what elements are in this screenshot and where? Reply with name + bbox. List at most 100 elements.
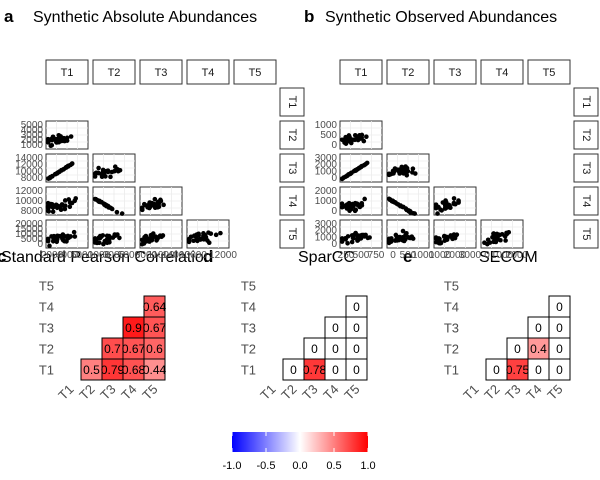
heat-y-label-T1: T1 (39, 363, 54, 378)
y-tick-label: 12000 (15, 160, 43, 171)
heat-x-label-T4: T4 (320, 382, 341, 403)
strip-top-label-T3: T3 (449, 67, 462, 79)
scatter-point (437, 240, 443, 246)
scatter-point (397, 234, 403, 240)
legend-ticks: -1.0 -0.5 0.0 0.5 1.0 (223, 432, 376, 472)
scatter-point (348, 171, 353, 176)
strip-right-label-T5: T5 (286, 228, 298, 241)
scatter-point (141, 241, 147, 246)
scatter-point (142, 201, 147, 207)
y-tick-label: 0 (331, 239, 337, 250)
y-tick-label: 5000 (21, 120, 44, 131)
scatter-matrix-observed: T1 T2 T3 T4 T5T1T2T3T4T510005000300020001000… (315, 59, 599, 261)
heat-x-label-T1: T1 (460, 382, 481, 403)
y-tick-label: 1000 (315, 166, 338, 177)
y-tick-label: 3000 (315, 153, 338, 164)
scatter-point (155, 200, 160, 205)
x-tick-label: 5000 (118, 250, 141, 261)
scatter-panel-T4-vs-T2 (386, 186, 430, 216)
scatter-point (349, 239, 355, 245)
scatter-point (110, 235, 116, 240)
strip-right-T4 (573, 186, 599, 216)
scatter-point (411, 210, 416, 216)
strip-right-label-T3: T3 (286, 162, 298, 175)
scatter-point (348, 204, 353, 210)
heat-x-label-T5: T5 (544, 382, 565, 403)
scatter-point (442, 203, 448, 208)
strip-right-T3 (279, 153, 305, 183)
scatter-point (386, 238, 392, 244)
heat-x-label-T1: T1 (55, 382, 76, 403)
scatter-point (59, 202, 65, 207)
heat-cell-label: 0 (514, 342, 521, 356)
scatter-point (364, 160, 370, 166)
x-tick-label: 10000 (179, 250, 207, 261)
panel-tag-b: b (304, 7, 314, 26)
strip-top-label-T1: T1 (355, 67, 368, 79)
scatter-point (97, 199, 103, 205)
heat-cell-T4-T1: 0 (527, 358, 550, 381)
heat-x-label-T4: T4 (523, 382, 544, 403)
scatter-point (394, 201, 399, 206)
heat-cell-T5-T4: 0 (345, 295, 368, 318)
heat-y-label-T2: T2 (444, 342, 459, 357)
heat-x-label-T3: T3 (97, 382, 118, 403)
heat-cell-T5-T4: 0.64 (143, 295, 167, 318)
scatter-point (50, 238, 56, 244)
strip-right-T3 (573, 153, 599, 183)
y-tick-label: 0 (37, 239, 43, 250)
scatter-point (343, 236, 348, 241)
heat-cell-label: 0 (332, 342, 339, 356)
y-tick-label: 2000 (315, 160, 338, 171)
strip-top-label-T2: T2 (108, 67, 121, 79)
y-tick-label: 5000 (21, 234, 44, 245)
heat-x-label-T2: T2 (278, 382, 299, 403)
scatter-point (139, 237, 145, 243)
scatter-point (186, 238, 192, 243)
strip-right-label-T3: T3 (580, 162, 592, 175)
y-tick-label: 3000 (21, 130, 44, 141)
scatter-point (491, 239, 496, 245)
scatter-point (159, 234, 164, 239)
heat-cell-label: 0 (332, 363, 339, 377)
strip-right-label-T4: T4 (580, 195, 592, 208)
scatter-panel-T4-vs-T2 (92, 186, 136, 216)
strip-top-T2 (386, 59, 430, 85)
strip-top-label-T5: T5 (249, 67, 262, 79)
scatter-panel-T3-vs-T2 (92, 153, 136, 183)
scatter-point (46, 209, 52, 214)
heat-cell-T4-T2: 0.67 (122, 337, 146, 360)
heat-cell-T5-T3: 0 (345, 316, 368, 339)
heat-cell-label: 0 (535, 321, 542, 335)
scatter-point (45, 236, 51, 242)
scatter-point (152, 205, 158, 211)
scatter-point (359, 163, 365, 169)
title-b: Synthetic Observed Abundances (325, 9, 557, 26)
strip-right-T2 (279, 120, 305, 150)
scatter-point (114, 209, 120, 215)
scatter-point (198, 236, 203, 242)
heat-cell-T5-T1: 0.44 (143, 358, 167, 381)
heat-cell-T5-T2: 0.6 (143, 337, 166, 360)
scatter-point (503, 238, 508, 243)
scatter-point (442, 238, 448, 243)
scatter-point (150, 231, 156, 236)
legend-colorbar (232, 432, 368, 452)
scatter-point (68, 134, 74, 139)
y-tick-label: 1000 (315, 120, 338, 131)
scatter-point (450, 236, 455, 242)
scatter-point (50, 134, 56, 140)
scatter-point (64, 135, 70, 141)
scatter-point (504, 230, 509, 236)
heat-cell-label: 0 (556, 321, 563, 335)
scatter-point (55, 170, 61, 175)
scatter-point (104, 168, 109, 174)
strip-top-label-T5: T5 (543, 67, 556, 79)
scatter-point (363, 232, 368, 238)
scatter-panel-T5-vs-T3 (139, 219, 183, 249)
scatter-point (45, 204, 51, 210)
heat-cell-label: 0 (493, 363, 500, 377)
scatter-point (108, 174, 113, 180)
scatter-point (58, 135, 64, 141)
